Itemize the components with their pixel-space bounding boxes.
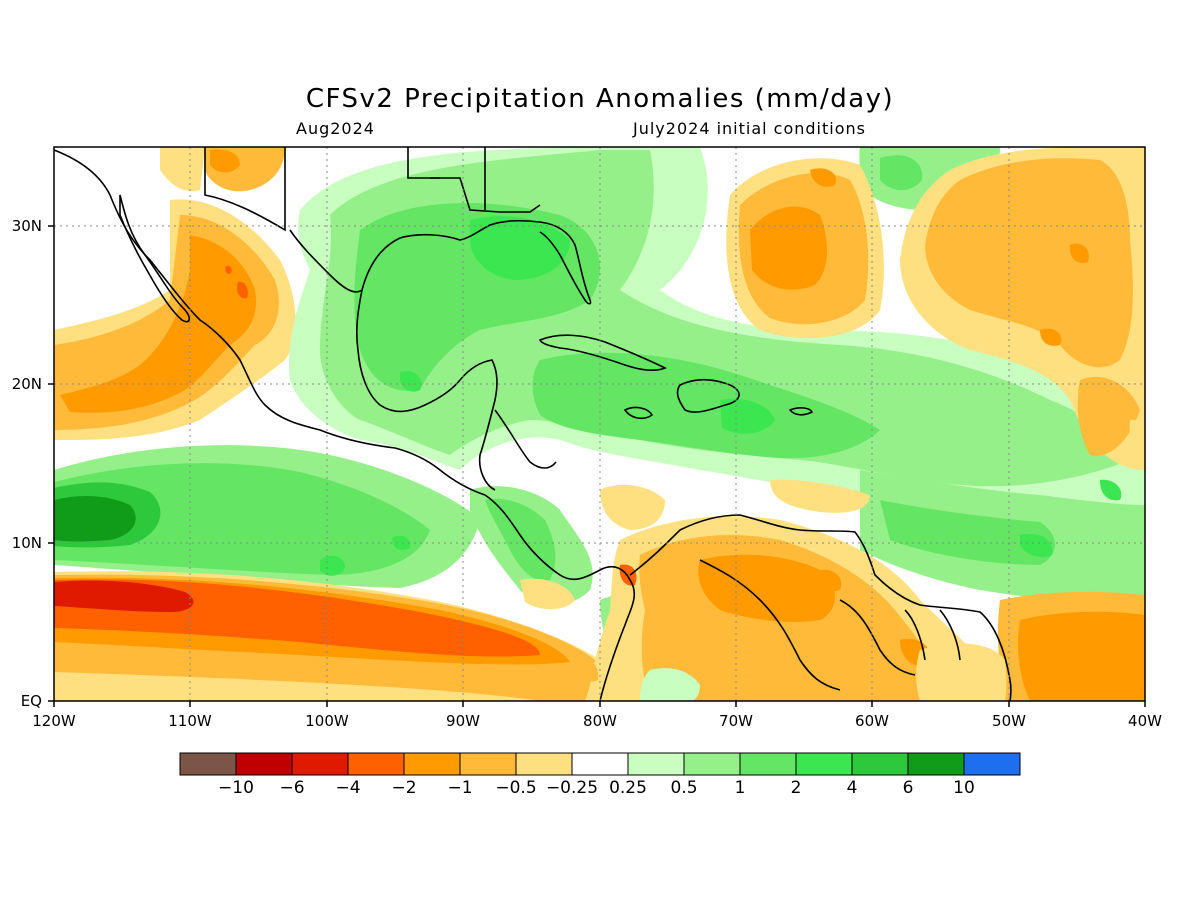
colorbar-swatch bbox=[179, 752, 237, 776]
colorbar-label: −1 bbox=[447, 778, 472, 798]
lon-tick-40w: 40W bbox=[1128, 712, 1162, 730]
colorbar-swatch bbox=[571, 752, 629, 776]
colorbar-label: 4 bbox=[847, 778, 858, 798]
grid-lines bbox=[54, 147, 1145, 701]
colorbar-swatch bbox=[907, 752, 965, 776]
colorbar-label: 0.25 bbox=[609, 778, 647, 798]
lat-tick-30n: 30N bbox=[12, 217, 42, 235]
colorbar-swatch bbox=[235, 752, 293, 776]
colorbar-label: −2 bbox=[391, 778, 416, 798]
anomaly-field bbox=[54, 147, 1145, 701]
colorbar-swatch bbox=[515, 752, 573, 776]
lon-tick-100w: 100W bbox=[305, 712, 349, 730]
colorbar-label: −0.25 bbox=[546, 778, 598, 798]
colorbar-label: 2 bbox=[791, 778, 802, 798]
axis-ticks bbox=[48, 225, 1146, 707]
latitude-labels: 30N 20N 10N EQ bbox=[12, 217, 42, 710]
colorbar-swatch bbox=[963, 752, 1021, 776]
colorbar-swatch bbox=[739, 752, 797, 776]
colorbar: −10 −6 −4 −2 −1 −0.5 −0.25 0.25 0.5 1 2 … bbox=[179, 752, 1021, 798]
colorbar-label: −0.5 bbox=[495, 778, 536, 798]
colorbar-swatch bbox=[851, 752, 909, 776]
colorbar-swatch bbox=[347, 752, 405, 776]
epac-dry-max bbox=[54, 580, 194, 612]
coastlines bbox=[54, 147, 1012, 701]
colorbar-swatch bbox=[795, 752, 853, 776]
colorbar-swatch bbox=[291, 752, 349, 776]
lon-tick-60w: 60W bbox=[855, 712, 889, 730]
lon-tick-90w: 90W bbox=[446, 712, 480, 730]
epac-wet-max bbox=[54, 495, 136, 542]
epac-wet-core bbox=[54, 463, 430, 575]
colorbar-swatch bbox=[627, 752, 685, 776]
colorbar-swatches bbox=[179, 752, 1021, 776]
map-title: CFSv2 Precipitation Anomalies (mm/day) bbox=[305, 84, 895, 114]
colorbar-label: 10 bbox=[953, 778, 975, 798]
valid-month-label: Aug2024 bbox=[296, 119, 375, 138]
lon-tick-110w: 110W bbox=[168, 712, 212, 730]
colorbar-swatch bbox=[459, 752, 517, 776]
lat-tick-eq: EQ bbox=[21, 692, 42, 710]
colorbar-label: 6 bbox=[903, 778, 914, 798]
colorbar-label: 1 bbox=[735, 778, 746, 798]
lat-tick-10n: 10N bbox=[12, 534, 42, 552]
colorbar-label: −4 bbox=[335, 778, 360, 798]
lon-tick-80w: 80W bbox=[583, 712, 617, 730]
lon-tick-50w: 50W bbox=[992, 712, 1026, 730]
lon-tick-120w: 120W bbox=[32, 712, 76, 730]
colorbar-label: −10 bbox=[218, 778, 254, 798]
lon-tick-70w: 70W bbox=[719, 712, 753, 730]
colorbar-labels: −10 −6 −4 −2 −1 −0.5 −0.25 0.25 0.5 1 2 … bbox=[218, 778, 975, 798]
colorbar-swatch bbox=[683, 752, 741, 776]
initial-conditions-label: July2024 initial conditions bbox=[633, 119, 866, 138]
colorbar-swatch bbox=[403, 752, 461, 776]
longitude-labels: 120W 110W 100W 90W 80W 70W 60W 50W 40W bbox=[32, 712, 1162, 730]
colorbar-label: −6 bbox=[279, 778, 304, 798]
colorbar-label: 0.5 bbox=[670, 778, 697, 798]
lat-tick-20n: 20N bbox=[12, 375, 42, 393]
